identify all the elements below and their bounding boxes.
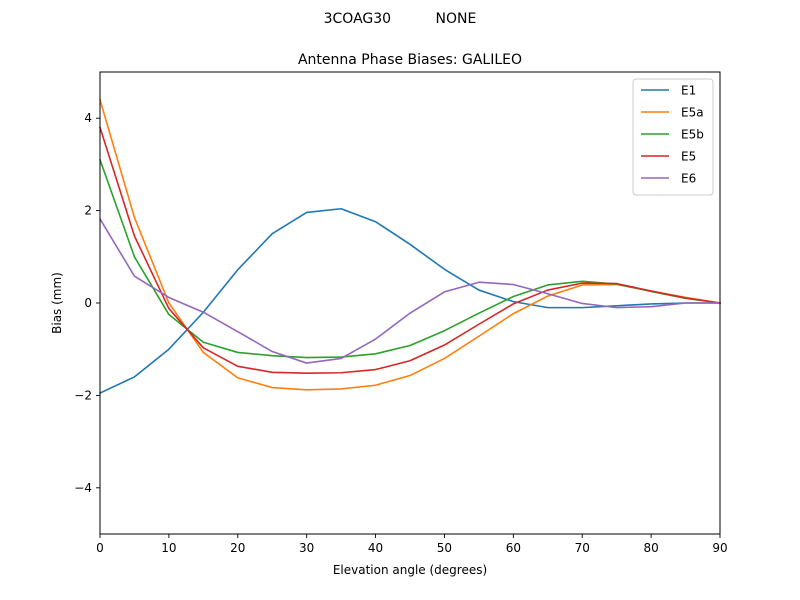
series-line-e5b bbox=[98, 158, 721, 359]
x-tick-label: 60 bbox=[506, 541, 521, 555]
series-line-e5 bbox=[98, 126, 721, 375]
series-line-e6 bbox=[98, 217, 721, 364]
legend-label-e1: E1 bbox=[681, 84, 696, 98]
x-tick-label: 80 bbox=[643, 541, 658, 555]
x-tick-label: 10 bbox=[161, 541, 176, 555]
figure-suptitle: 3COAG30 NONE bbox=[324, 11, 477, 27]
legend-label-e6: E6 bbox=[681, 172, 696, 186]
x-tick-label: 0 bbox=[96, 541, 104, 555]
x-axis-ticks: 0 10 20 30 40 50 60 70 80 90 bbox=[96, 534, 728, 555]
x-tick-label: 50 bbox=[437, 541, 452, 555]
legend-label-e5a: E5a bbox=[681, 106, 704, 120]
series-lines bbox=[98, 98, 721, 395]
y-axis-label: Bias (mm) bbox=[50, 272, 64, 334]
x-axis-label: Elevation angle (degrees) bbox=[333, 563, 487, 577]
y-tick-label: −2 bbox=[74, 388, 92, 402]
y-tick-label: −4 bbox=[74, 481, 92, 495]
x-tick-label: 90 bbox=[712, 541, 727, 555]
y-tick-label: 0 bbox=[84, 296, 92, 310]
x-tick-label: 70 bbox=[575, 541, 590, 555]
y-tick-label: 4 bbox=[84, 111, 92, 125]
x-tick-label: 40 bbox=[368, 541, 383, 555]
y-axis-ticks: −4 −2 0 2 4 bbox=[74, 111, 100, 495]
x-tick-label: 30 bbox=[299, 541, 314, 555]
y-tick-label: 2 bbox=[84, 204, 92, 218]
series-line-e1 bbox=[98, 207, 721, 395]
legend-label-e5: E5 bbox=[681, 150, 696, 164]
legend-label-e5b: E5b bbox=[681, 128, 704, 142]
chart-title: Antenna Phase Biases: GALILEO bbox=[298, 52, 522, 68]
legend-box bbox=[632, 78, 714, 196]
legend: E1 E5a E5b E5 E6 bbox=[632, 78, 714, 196]
x-tick-label: 20 bbox=[230, 541, 245, 555]
plot-area-frame bbox=[99, 71, 721, 535]
